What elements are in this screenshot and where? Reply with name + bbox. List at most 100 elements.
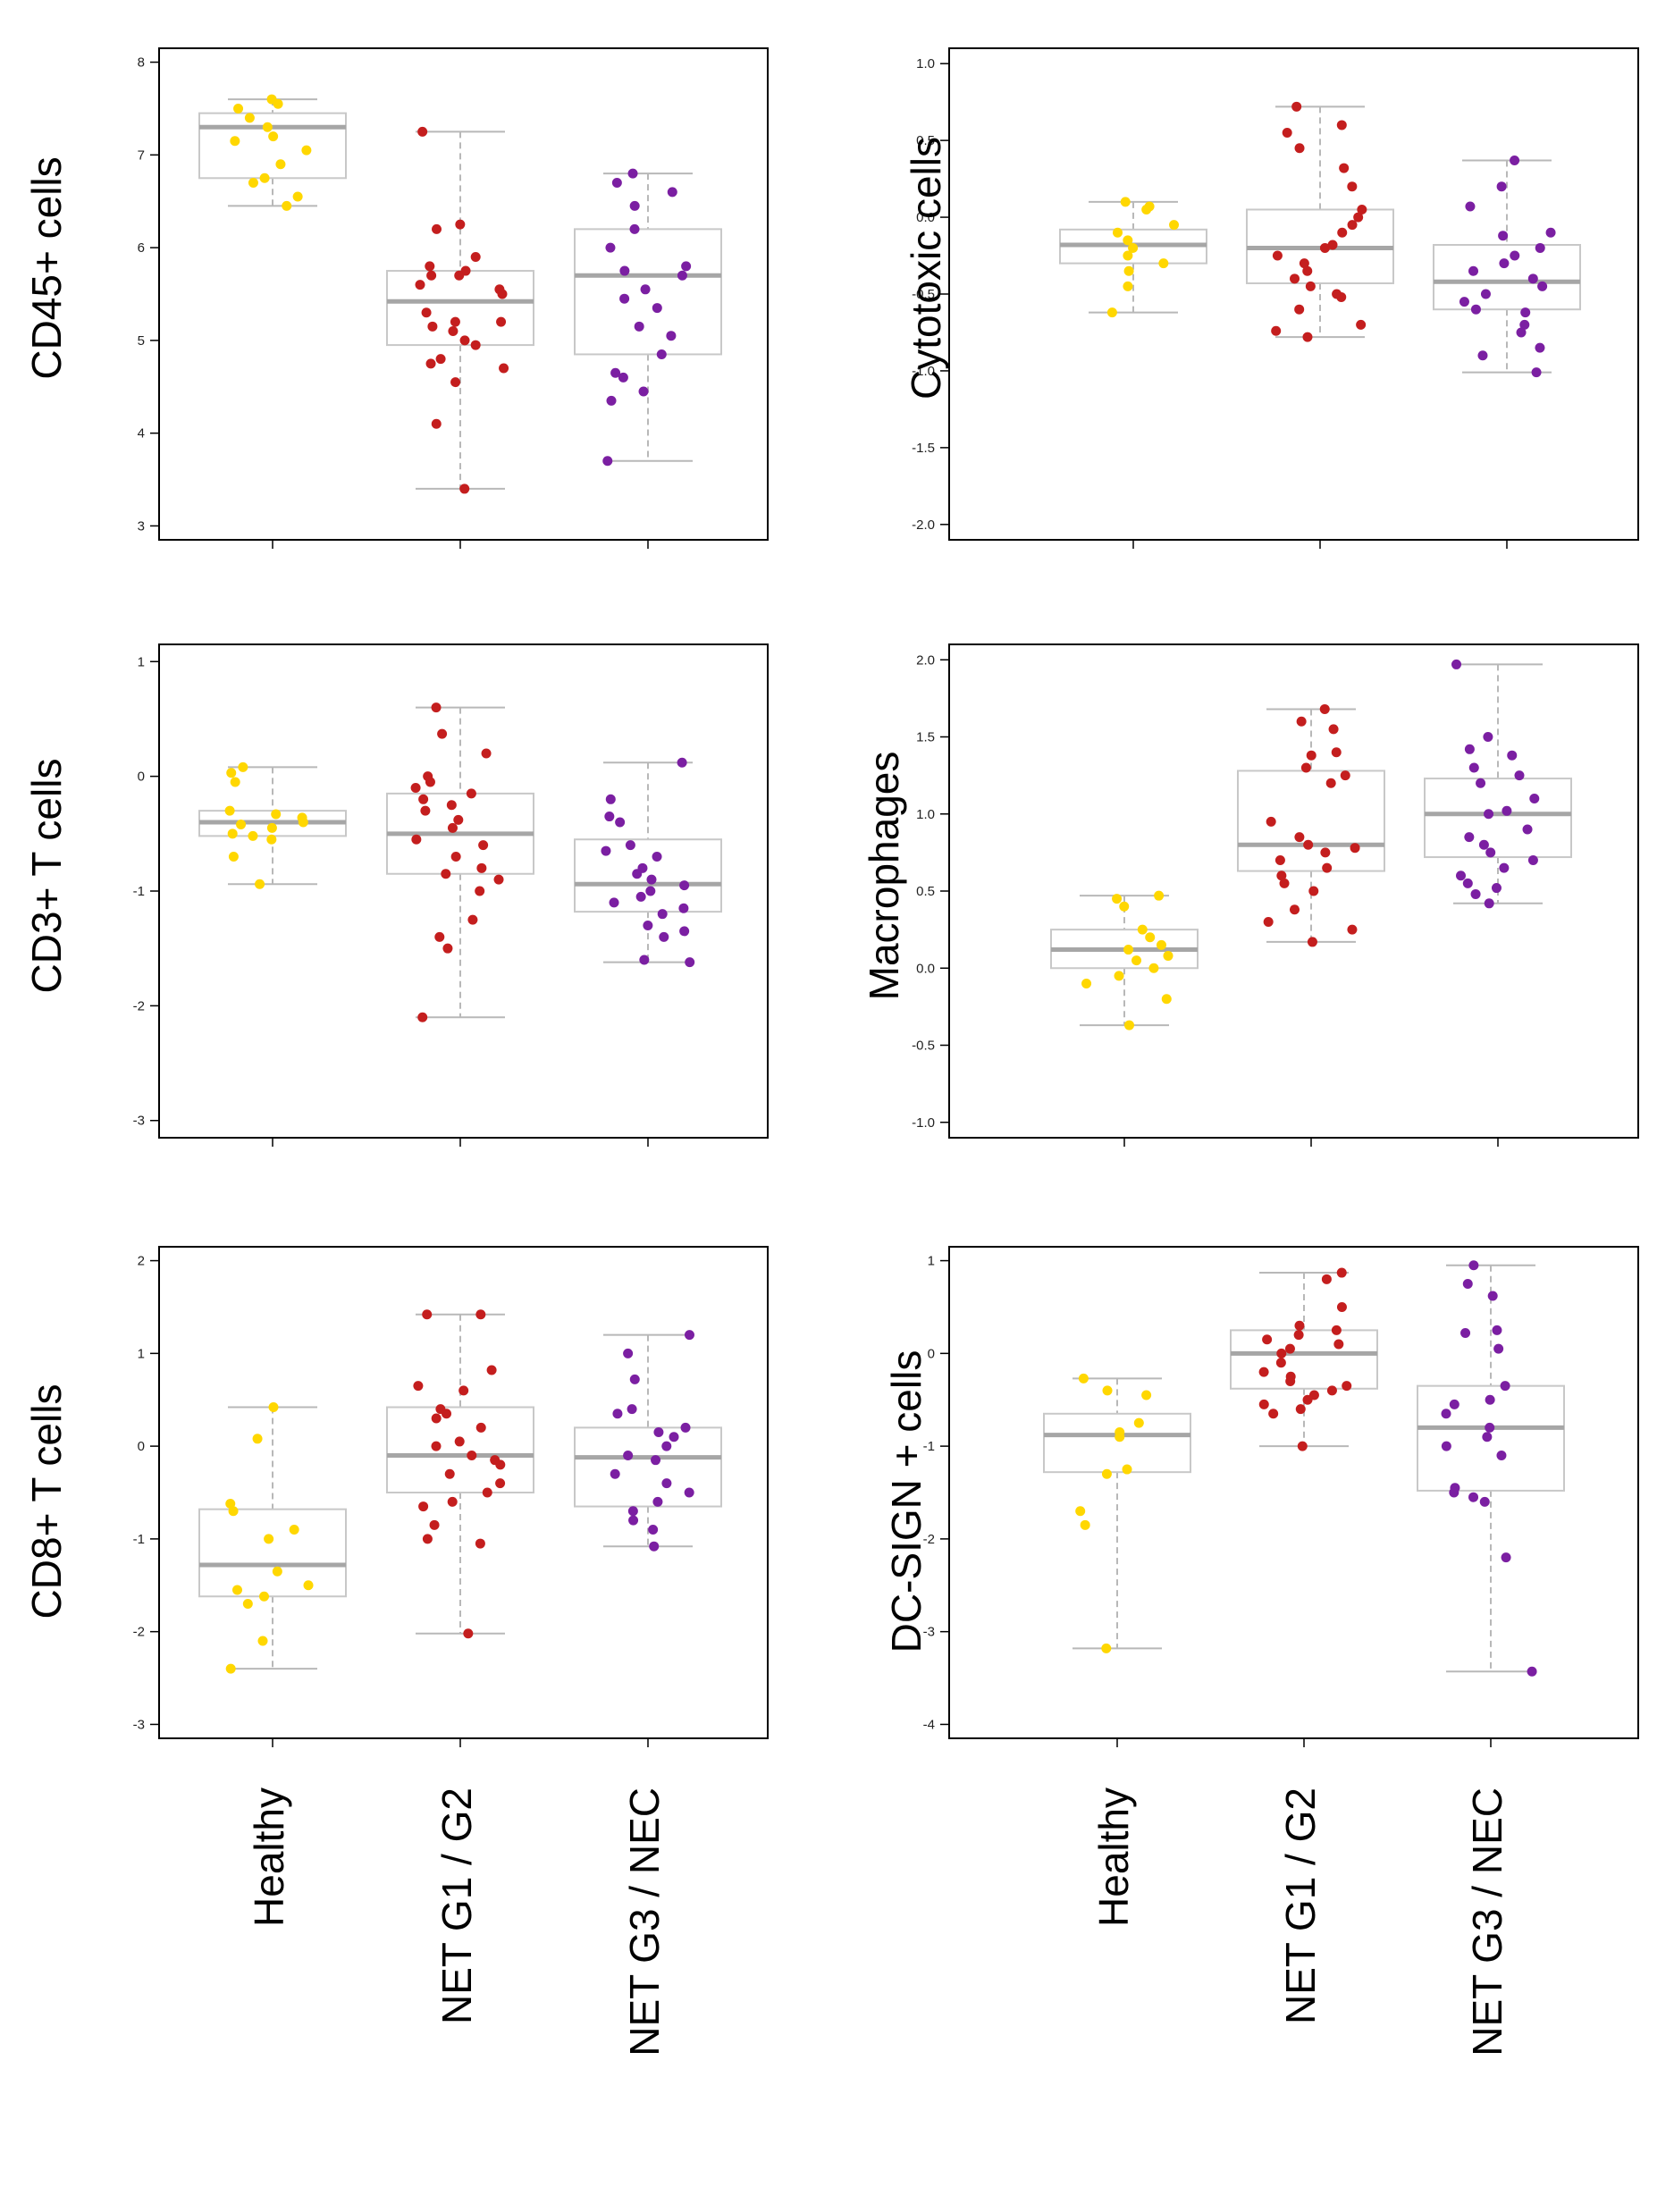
data-point [1112, 227, 1123, 238]
data-point [1119, 901, 1130, 912]
box-1 [1230, 1329, 1378, 1390]
data-point [292, 191, 303, 202]
data-point [640, 284, 651, 295]
data-point [1133, 1417, 1144, 1428]
data-point [651, 1455, 661, 1466]
data-point [1268, 1409, 1279, 1419]
data-point [1507, 750, 1518, 761]
y-axis-label: Cytotoxic cells [903, 137, 949, 400]
data-point [1493, 1343, 1504, 1354]
data-point [1468, 265, 1479, 276]
data-point [1501, 1552, 1511, 1563]
data-point [444, 1468, 455, 1479]
data-point [422, 1309, 433, 1320]
y-tick-label: 7 [138, 147, 145, 163]
data-point [1080, 1519, 1090, 1530]
data-point [463, 1628, 474, 1639]
y-tick-label: -3 [133, 1114, 145, 1129]
data-point [447, 822, 458, 833]
data-point [684, 1330, 694, 1341]
data-point [228, 851, 239, 862]
data-point [459, 484, 470, 494]
data-point [1128, 242, 1139, 253]
data-point [1319, 703, 1330, 714]
data-point [1320, 847, 1331, 858]
data-point [1141, 1390, 1152, 1400]
data-point [1487, 1291, 1498, 1301]
data-point [643, 921, 653, 931]
y-tick-label: -2 [133, 998, 145, 1013]
data-point [248, 177, 258, 188]
data-point [677, 757, 687, 768]
plot-frame [948, 643, 1639, 1139]
y-tick-label: 5 [138, 333, 145, 349]
data-point [1101, 1468, 1112, 1479]
data-point [1302, 332, 1313, 342]
category-label: NET G1 / G2 [433, 1787, 480, 2024]
data-point [1460, 1328, 1471, 1339]
data-point [1300, 762, 1311, 773]
data-point [495, 1459, 506, 1470]
data-point [301, 145, 312, 156]
data-point [454, 1436, 465, 1447]
data-point [454, 270, 465, 281]
data-point [258, 1591, 269, 1602]
box-2 [574, 838, 722, 913]
y-tick-label: 2.0 [916, 652, 935, 668]
data-point [1123, 250, 1133, 261]
data-point [684, 1487, 694, 1498]
data-point [1296, 716, 1307, 727]
data-point [225, 1663, 236, 1674]
data-point [618, 372, 628, 383]
data-point [1516, 327, 1527, 338]
data-point [1123, 281, 1133, 291]
data-point [1520, 307, 1531, 318]
data-point [653, 1427, 664, 1438]
data-point [1075, 1506, 1086, 1517]
data-point [429, 1519, 440, 1530]
data-point [248, 830, 258, 841]
data-point [447, 1496, 458, 1507]
data-point [458, 1385, 469, 1396]
data-point [601, 845, 611, 856]
data-point [1123, 945, 1134, 955]
data-point [453, 814, 464, 825]
data-point [450, 851, 461, 862]
data-point [628, 1515, 639, 1526]
data-point [615, 817, 626, 828]
data-point [677, 270, 687, 281]
y-tick-label: 0 [138, 1439, 145, 1454]
data-point [470, 251, 481, 262]
data-point [417, 1012, 428, 1022]
data-point [638, 386, 649, 397]
data-point [605, 242, 616, 253]
data-point [1114, 971, 1124, 981]
data-point [1078, 1373, 1089, 1384]
data-point [475, 1309, 486, 1320]
data-point [410, 782, 421, 793]
data-point [1122, 1464, 1132, 1475]
box-2 [1433, 244, 1581, 311]
data-point [1347, 181, 1358, 192]
data-point [669, 1432, 679, 1442]
data-point [238, 761, 248, 772]
y-axis-label: CD3+ T cells [23, 759, 70, 994]
data-point [413, 1381, 424, 1392]
data-point [1327, 240, 1338, 250]
data-point [652, 1496, 663, 1507]
data-point [495, 1478, 506, 1489]
data-point [1514, 770, 1525, 781]
chart-panel-6: -4 -3 -2 -1 0 1 DC-SIGN + cells [883, 1246, 1639, 1747]
data-point [1527, 1666, 1537, 1677]
data-point [606, 395, 617, 406]
data-point [266, 834, 277, 845]
data-point [230, 136, 240, 147]
y-tick-label: -3 [923, 1625, 935, 1640]
data-point [1131, 955, 1142, 966]
data-point [230, 777, 240, 787]
data-point [1291, 101, 1302, 112]
data-point [648, 1525, 659, 1535]
data-point [625, 840, 635, 851]
data-point [481, 748, 492, 759]
